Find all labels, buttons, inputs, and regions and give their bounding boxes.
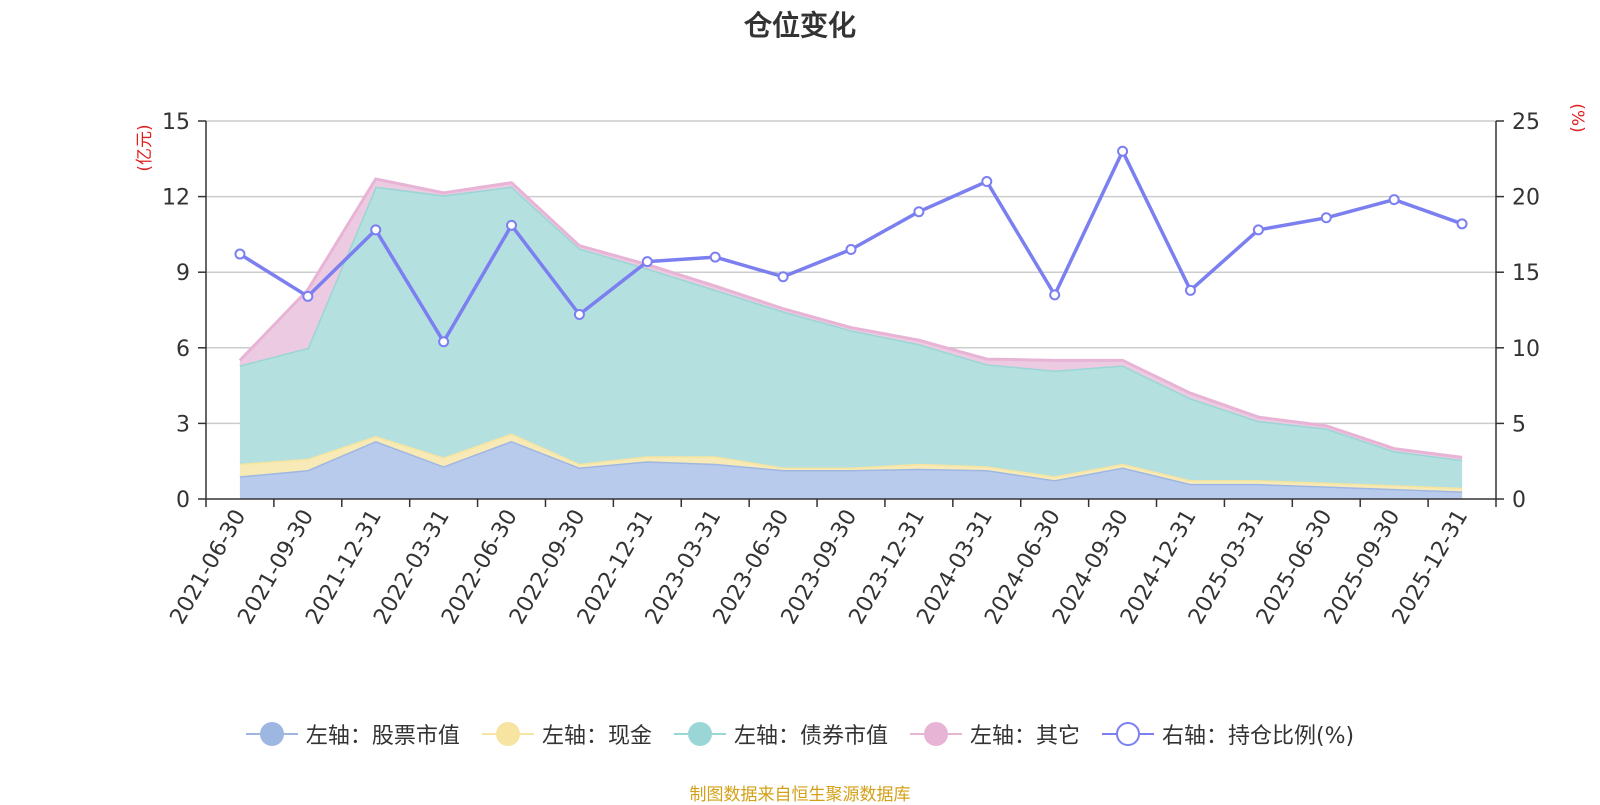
data-source-note: 制图数据来自恒生聚源数据库 (689, 785, 911, 805)
legend-item-2[interactable]: 左轴：现金 (481, 718, 652, 750)
legend-label: 左轴：债券市值 (733, 724, 888, 749)
right-axis-unit-label: (%) (1567, 103, 1587, 132)
chart-title: 仓位变化 (743, 9, 856, 42)
holding-ratio-point (913, 206, 925, 218)
legend-marker-icon (245, 721, 298, 747)
legend-marker-icon (1101, 721, 1154, 747)
left-axis-tick-label: 0 (176, 488, 190, 513)
right-axis-tick-label: 25 (1512, 110, 1540, 135)
left-axis-tick-label: 9 (176, 261, 190, 286)
right-axis-tick-label: 15 (1512, 261, 1540, 286)
holding-ratio-point (1320, 212, 1332, 224)
holding-ratio-point (438, 336, 450, 348)
legend-label: 左轴：现金 (541, 724, 652, 749)
legend-marker-dot (495, 722, 520, 746)
right-axis-tick-label: 20 (1512, 186, 1540, 211)
holding-ratio-point (1117, 145, 1129, 157)
legend-marker-dot (923, 722, 948, 746)
legend-marker-icon (909, 721, 962, 747)
holding-ratio-point (1388, 194, 1400, 206)
right-axis-tick-label: 0 (1512, 488, 1526, 513)
left-axis-unit-label: (亿元) (135, 124, 155, 171)
holding-ratio-point (234, 248, 246, 260)
left-axis-tick-label: 6 (176, 337, 190, 362)
holding-ratio-point (506, 219, 518, 231)
left-axis-tick-label: 12 (162, 186, 190, 211)
right-axis-tick-label: 10 (1512, 337, 1540, 362)
holding-ratio-point (1184, 284, 1196, 296)
holding-ratio-point (573, 309, 585, 321)
left-axis-tick-label: 15 (162, 110, 190, 135)
legend-marker-dot (1115, 722, 1140, 746)
legend-marker-dot (687, 722, 712, 746)
holding-ratio-point (302, 290, 314, 302)
legend-label: 右轴：持仓比例(%) (1161, 724, 1355, 749)
legend-item-5[interactable]: 右轴：持仓比例(%) (1101, 718, 1355, 750)
holding-ratio-point (981, 175, 993, 187)
legend-item-4[interactable]: 左轴：其它 (909, 718, 1080, 750)
legend-marker-icon (673, 721, 726, 747)
legend: 左轴：股票市值 左轴：现金 左轴：债券市值 左轴：其它 右轴：持仓比例(%) (0, 718, 1600, 750)
holding-ratio-point (709, 251, 721, 263)
area-series-4-edge (238, 177, 1463, 459)
holding-ratio-point (1456, 218, 1468, 230)
area-series-2 (239, 433, 1463, 492)
holding-ratio-point (370, 224, 382, 236)
holding-ratio-point (845, 244, 857, 256)
holding-ratio-point (1049, 289, 1061, 301)
legend-marker-dot (259, 722, 284, 746)
legend-item-3[interactable]: 左轴：债券市值 (673, 718, 888, 750)
holding-ratio-point (1252, 224, 1264, 236)
left-axis-tick-label: 3 (176, 412, 190, 437)
legend-marker-icon (481, 721, 534, 747)
legend-label: 左轴：其它 (969, 724, 1080, 749)
area-series-3 (239, 186, 1463, 488)
legend-item-1[interactable]: 左轴：股票市值 (245, 718, 460, 750)
right-axis-tick-label: 5 (1512, 412, 1526, 437)
holding-ratio-point (641, 256, 653, 268)
holding-ratio-point (777, 271, 789, 283)
legend-label: 左轴：股票市值 (305, 724, 460, 749)
